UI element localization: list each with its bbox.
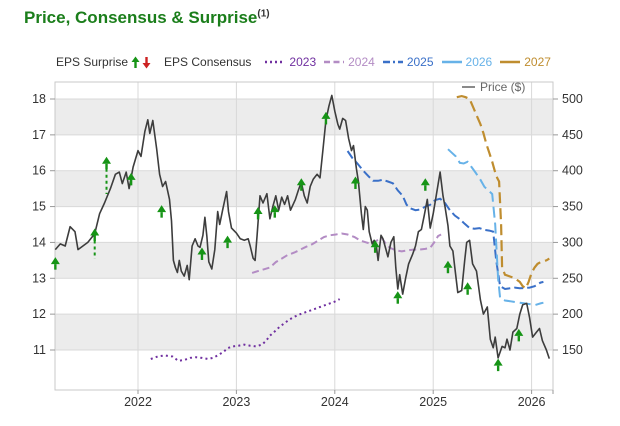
x-axis-label-2022: 2022 <box>124 395 152 409</box>
y-axis-label-left-12: 12 <box>32 307 46 321</box>
surprise-up-arrow-icon <box>321 111 331 119</box>
plot-band <box>55 314 553 350</box>
surprise-up-arrow-icon <box>463 282 473 290</box>
legend-year-2027: 2027 <box>499 55 551 69</box>
down-arrow-icon <box>142 56 151 68</box>
surprise-up-arrow-stem <box>129 179 133 186</box>
surprise-up-arrow-icon <box>443 260 453 268</box>
legend-year-label-2023: 2023 <box>289 55 317 69</box>
legend-price: Price ($) <box>462 80 525 94</box>
surprise-up-arrow-stem <box>160 212 163 218</box>
surprise-up-arrow-stem <box>273 212 276 218</box>
legend-swatch-2023 <box>265 60 286 64</box>
consensus-line-2027 <box>456 94 550 290</box>
legend-year-label-2026: 2026 <box>465 55 493 69</box>
surprise-up-arrow-icon <box>50 257 60 265</box>
legend-year-2023: 2023 <box>264 55 316 69</box>
y-axis-label-right-500: 500 <box>562 92 583 106</box>
chart-title-text: Price, Consensus & Surprise <box>24 8 258 27</box>
price-line <box>54 94 551 359</box>
surprise-up-arrow-icon <box>223 235 233 243</box>
surprise-up-arrow-icon <box>420 178 430 186</box>
page-title: Price, Consensus & Surprise(1) <box>24 8 270 28</box>
legend-years: 2023 2024 2025 2026 2027 <box>264 55 551 69</box>
surprise-up-arrow-stem <box>226 242 229 249</box>
surprise-up-arrow-stem <box>54 264 57 270</box>
y-axis-label-right-400: 400 <box>562 164 583 178</box>
surprise-up-arrow-icon <box>126 172 136 180</box>
x-axis-label-2026: 2026 <box>518 395 546 409</box>
legend-year-2025: 2025 <box>382 55 434 69</box>
surprise-up-arrow-icon <box>157 205 167 213</box>
y-axis-label-left-17: 17 <box>32 128 46 142</box>
surprise-up-arrow-icon <box>90 228 100 236</box>
chart-legend: EPS Surprise EPS Consensus 2023 2024 2025 2… <box>56 55 551 69</box>
surprise-up-arrow-icon <box>514 328 524 336</box>
y-axis-label-right-450: 450 <box>562 128 583 142</box>
legend-swatch-2024 <box>324 60 345 64</box>
x-axis-label-2025: 2025 <box>419 395 447 409</box>
surprise-up-arrow-icon <box>393 291 403 299</box>
legend-eps-consensus: EPS Consensus <box>164 55 251 69</box>
legend-year-label-2024: 2024 <box>348 55 375 69</box>
legend-swatch-2026 <box>441 60 462 64</box>
surprise-up-arrow-stem <box>496 365 500 372</box>
surprise-up-arrow-stem <box>466 289 469 295</box>
y-axis-label-left-11: 11 <box>33 343 46 357</box>
y-axis-label-right-350: 350 <box>562 200 583 214</box>
y-axis-label-left-13: 13 <box>32 271 46 285</box>
surprise-up-arrow-stem <box>300 185 303 191</box>
surprise-up-arrow-icon <box>197 247 207 255</box>
legend-year-label-2025: 2025 <box>406 55 434 69</box>
legend-year-label-2027: 2027 <box>524 55 551 69</box>
surprise-up-arrow-stem <box>200 254 204 260</box>
y-axis-label-left-18: 18 <box>32 92 46 106</box>
y-axis-label-right-150: 150 <box>562 343 583 357</box>
x-axis-label-2023: 2023 <box>222 395 250 409</box>
surprise-up-arrow-stem <box>354 183 357 189</box>
y-axis-label-left-16: 16 <box>32 164 46 178</box>
surprise-up-arrow-stem <box>256 213 260 220</box>
surprise-up-arrow-icon <box>253 206 263 214</box>
x-axis-label-2024: 2024 <box>321 395 349 409</box>
surprise-up-arrow-stem <box>424 185 427 191</box>
legend-price-label: Price ($) <box>480 80 526 94</box>
legend-swatch-2025 <box>382 60 403 64</box>
y-axis-label-right-200: 200 <box>562 307 583 321</box>
up-arrow-icon <box>131 56 140 68</box>
y-axis-label-right-300: 300 <box>562 235 583 249</box>
surprise-up-arrow-stem <box>446 267 450 274</box>
surprise-up-arrow-icon <box>270 205 280 213</box>
surprise-up-arrow-icon <box>493 358 503 366</box>
legend-eps-consensus-label: EPS Consensus <box>164 55 252 69</box>
surprise-up-arrow-icon <box>370 240 380 248</box>
legend-year-2024: 2024 <box>323 55 375 69</box>
surprise-up-arrow-icon <box>296 178 306 186</box>
title-superscript: (1) <box>257 8 270 20</box>
y-axis-label-right-250: 250 <box>562 271 583 285</box>
surprise-up-arrow-stem <box>517 335 521 342</box>
price-line-swatch <box>462 86 475 88</box>
y-axis-label-left-14: 14 <box>32 235 46 249</box>
legend-eps-surprise: EPS Surprise <box>56 55 151 69</box>
legend-swatch-2027 <box>500 60 521 64</box>
surprise-up-arrow-stem <box>324 118 328 125</box>
consensus-line-2024 <box>251 232 442 274</box>
surprise-up-arrow-icon <box>350 176 360 184</box>
y-axis-label-left-15: 15 <box>32 200 46 214</box>
legend-eps-surprise-label: EPS Surprise <box>56 55 129 69</box>
consensus-line-2023 <box>150 298 341 362</box>
surprise-up-arrow-stem <box>105 163 108 170</box>
surprise-up-arrow-icon <box>102 156 112 164</box>
plot-border <box>54 81 554 391</box>
surprise-up-arrow-stem <box>93 235 96 241</box>
consensus-line-2025 <box>346 150 544 291</box>
legend-year-2026: 2026 <box>441 55 493 69</box>
surprise-up-arrow-stem <box>373 247 377 253</box>
surprise-up-arrow-stem <box>396 298 399 304</box>
